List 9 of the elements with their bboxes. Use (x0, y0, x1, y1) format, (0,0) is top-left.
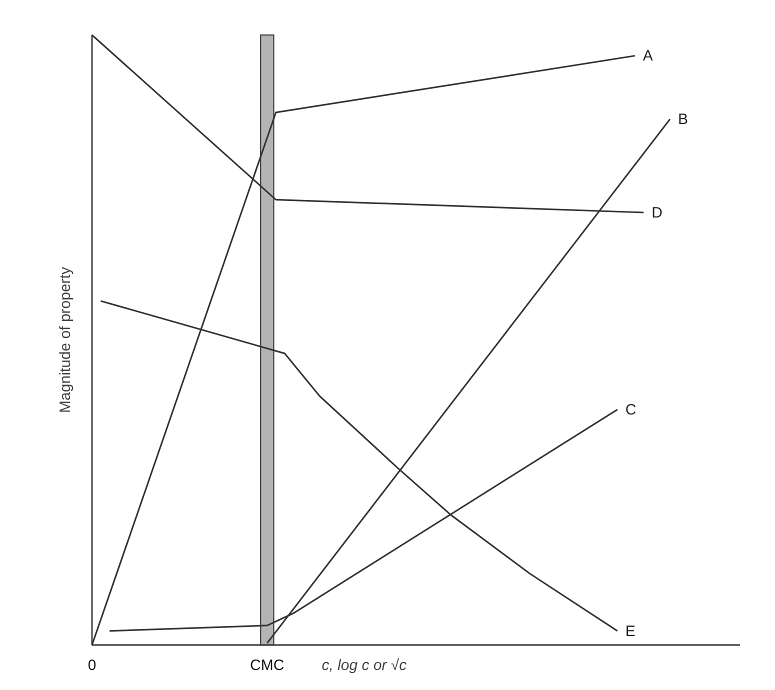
x-tick-label: CMC (250, 657, 284, 674)
series-label: E (625, 622, 636, 640)
series-label: A (642, 48, 653, 65)
x-tick-label: 0 (88, 657, 96, 674)
series-label: C (625, 402, 636, 419)
series-label: B (678, 111, 688, 128)
y-axis-title: Magnitude of property (57, 266, 74, 413)
x-axis-title: c, log c or √c (322, 657, 408, 674)
series-label: D (652, 204, 663, 222)
